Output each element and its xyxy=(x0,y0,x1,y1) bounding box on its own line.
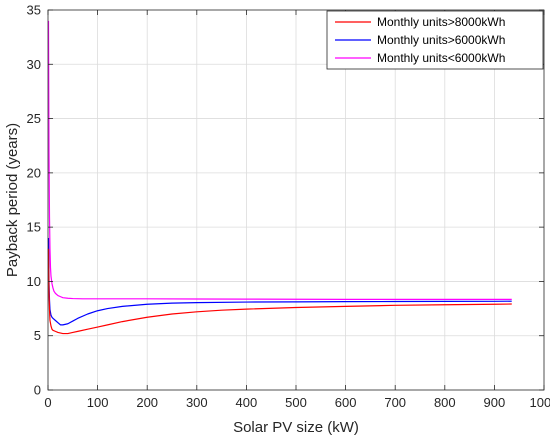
y-tick-label: 20 xyxy=(27,165,41,180)
x-tick-label: 700 xyxy=(384,395,406,410)
y-axis-label: Payback period (years) xyxy=(4,123,21,277)
y-tick-label: 5 xyxy=(34,328,41,343)
legend-label-1: Monthly units>8000kWh xyxy=(377,15,505,29)
x-tick-label: 100 xyxy=(87,395,109,410)
y-tick-label: 25 xyxy=(27,111,41,126)
y-tick-label: 10 xyxy=(27,274,41,289)
legend-label-3: Monthly units<6000kWh xyxy=(377,51,505,65)
y-tick-label: 35 xyxy=(27,3,41,18)
y-tick-label: 0 xyxy=(34,383,41,398)
x-tick-label: 600 xyxy=(335,395,357,410)
series-line-1 xyxy=(47,248,512,335)
x-tick-label: 500 xyxy=(285,395,307,410)
x-tick-label: 200 xyxy=(136,395,158,410)
series-layer xyxy=(47,20,512,335)
legend-label-2: Monthly units>6000kWh xyxy=(377,33,505,47)
legend: Monthly units>8000kWh Monthly units>6000k… xyxy=(326,10,544,70)
x-tick-label: 400 xyxy=(236,395,258,410)
grid-lines xyxy=(48,10,544,390)
y-tick-label: 15 xyxy=(27,220,41,235)
x-tick-label: 800 xyxy=(434,395,456,410)
series-line-3 xyxy=(47,20,512,300)
x-tick-label: 300 xyxy=(186,395,208,410)
x-tick-label: 0 xyxy=(44,395,51,410)
x-tick-label: 900 xyxy=(484,395,506,410)
x-axis-label: Solar PV size (kW) xyxy=(233,419,359,436)
y-tick-label: 30 xyxy=(27,57,41,72)
series-line-2 xyxy=(47,237,512,326)
